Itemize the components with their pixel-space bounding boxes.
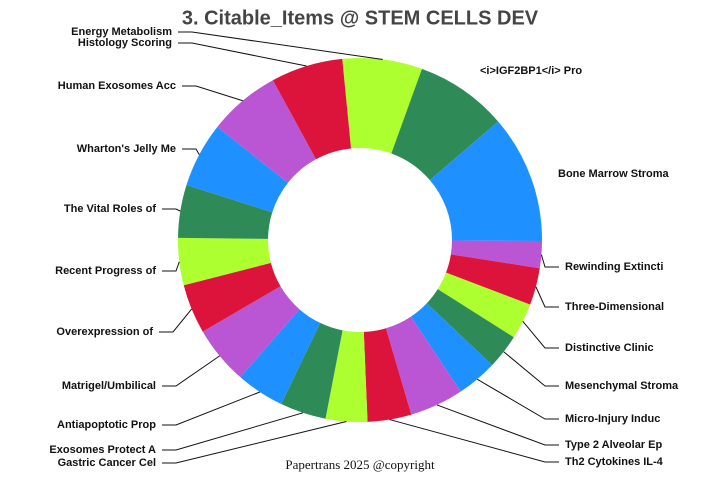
donut-slice (272, 58, 352, 160)
donut-slice (385, 316, 461, 415)
leader-line (178, 42, 307, 67)
leader-line (389, 419, 559, 463)
donut-slice (437, 272, 531, 338)
leader-line (503, 351, 559, 387)
leader-line (535, 286, 559, 308)
slice-label: Gastric Cancer Cel (58, 457, 156, 469)
slice-label: Exosomes Protect A (49, 444, 156, 456)
slice-label: Three-Dimensional (565, 301, 664, 313)
donut-slice (429, 121, 542, 242)
leader-line (162, 391, 261, 426)
slice-label: Antiapoptotic Prop (57, 419, 156, 431)
donut-slice (281, 322, 343, 419)
leader-line (159, 308, 193, 333)
donut-slice (391, 68, 499, 181)
donut-slice (363, 328, 412, 422)
donut-slice (342, 57, 422, 154)
leader-line (162, 261, 180, 272)
slice-label: Distinctive Clinic (565, 342, 654, 354)
slice-label: Micro-Injury Induc (565, 413, 660, 425)
leader-line (182, 85, 243, 102)
leader-line (436, 404, 559, 446)
leader-line (162, 355, 220, 387)
leader-line (162, 208, 181, 212)
slice-label: Rewinding Extincti (565, 261, 663, 273)
chart-title: 3. Citable_Items @ STEM CELLS DEV (182, 7, 539, 29)
footer: Papertrans 2025 @copyright (285, 457, 435, 472)
donut-slice (217, 80, 316, 183)
donut-slice (325, 330, 368, 423)
slice-label: Overexpression of (56, 326, 153, 338)
donut-slice (450, 240, 542, 269)
donut-slice (177, 237, 271, 286)
slice-label: Wharton's Jelly Me (77, 143, 176, 155)
slice-label: Human Exosomes Acc (58, 80, 176, 92)
slice-label: Matrigel/Umbilical (62, 380, 156, 392)
slice-label: <i>IGF2BP1</i> Pro (480, 65, 582, 77)
leader-line (162, 412, 304, 451)
slice-label: The Vital Roles of (64, 203, 156, 215)
slice-label: Bone Marrow Stroma (558, 168, 670, 180)
slice-label: Type 2 Alveolar Ep (565, 439, 662, 451)
leader-line (476, 378, 559, 420)
leader-line (182, 148, 200, 155)
donut-slice (183, 262, 281, 332)
slice-label: Histology Scoring (78, 37, 172, 49)
donut-slice (445, 254, 540, 305)
slice-label: Mesenchymal Stroma (565, 380, 679, 392)
leader-line (162, 421, 347, 464)
slice-label: Recent Progress of (55, 265, 156, 277)
donut-slice (426, 289, 514, 366)
leader-line (178, 31, 383, 60)
leader-line (522, 321, 559, 349)
donut-slice (202, 286, 300, 378)
slice-label: Th2 Cytokines IL-4 (565, 456, 664, 468)
donut-slice (186, 126, 288, 213)
donut-slice (178, 185, 273, 239)
donut-slice (240, 309, 321, 405)
leader-line (540, 254, 559, 268)
slice-label: Energy Metabolism (71, 26, 172, 38)
donut-slice (410, 303, 493, 392)
